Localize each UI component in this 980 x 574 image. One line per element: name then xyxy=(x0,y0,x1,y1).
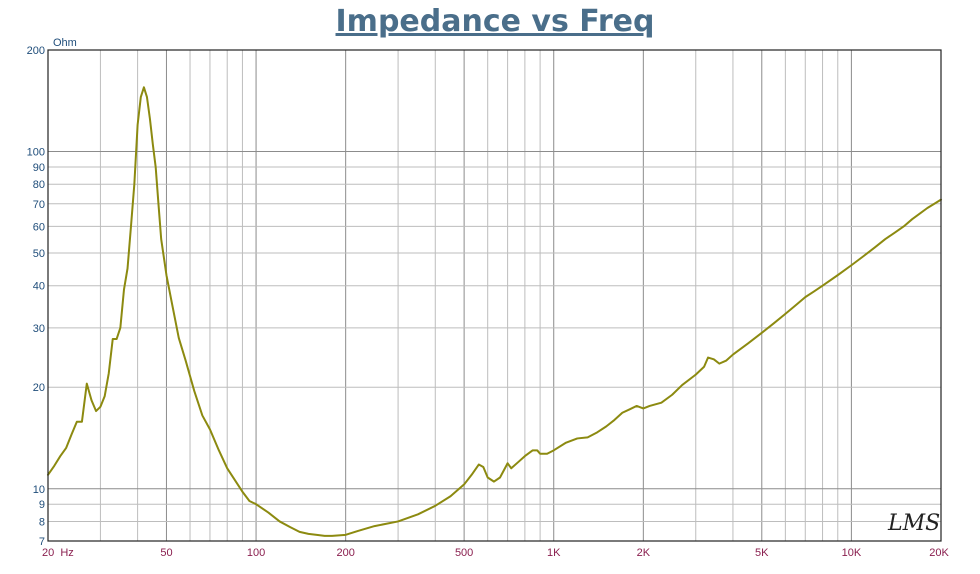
y-tick-label: 70 xyxy=(33,199,45,211)
y-tick-label: 80 xyxy=(33,179,45,191)
y-tick-label: 7 xyxy=(39,536,45,548)
x-tick-label: 20K xyxy=(929,547,949,559)
x-tick-label: 200 xyxy=(336,547,354,559)
x-tick-label: 2K xyxy=(637,547,651,559)
lms-logo: LMS xyxy=(887,511,940,536)
x-tick-label: 500 xyxy=(455,547,473,559)
plot-frame xyxy=(47,49,942,542)
x-tick-label: 5K xyxy=(755,547,769,559)
y-axis-unit-label: Ohm xyxy=(53,37,77,49)
impedance-trace xyxy=(47,86,942,537)
impedance-series-line xyxy=(47,86,942,537)
y-tick-label: 100 xyxy=(27,147,45,159)
y-tick-label: 40 xyxy=(33,281,45,293)
grid-lines xyxy=(48,50,941,541)
y-tick-label: 200 xyxy=(27,45,45,57)
y-tick-label: 20 xyxy=(33,382,45,394)
y-tick-labels: 7 8 9 10 20 30 40 50 60 70 80 90 100 200 xyxy=(27,45,45,548)
y-tick-label: 8 xyxy=(39,516,45,528)
y-tick-label: 9 xyxy=(39,499,45,511)
y-tick-label: 50 xyxy=(33,248,45,260)
y-tick-label: 90 xyxy=(33,162,45,174)
y-tick-label: 60 xyxy=(33,221,45,233)
x-tick-label: 10K xyxy=(842,547,862,559)
x-tick-labels: 20 Hz 50 100 200 500 1K 2K 5K 10K 20K xyxy=(42,547,949,559)
x-tick-label: 1K xyxy=(547,547,561,559)
chart-title: Impedance vs Freq xyxy=(336,4,655,39)
y-tick-label: 10 xyxy=(33,484,45,496)
x-tick-label: 100 xyxy=(247,547,265,559)
x-tick-label: 20 Hz xyxy=(42,547,74,559)
x-tick-label: 50 xyxy=(160,547,172,559)
y-tick-label: 30 xyxy=(33,323,45,335)
